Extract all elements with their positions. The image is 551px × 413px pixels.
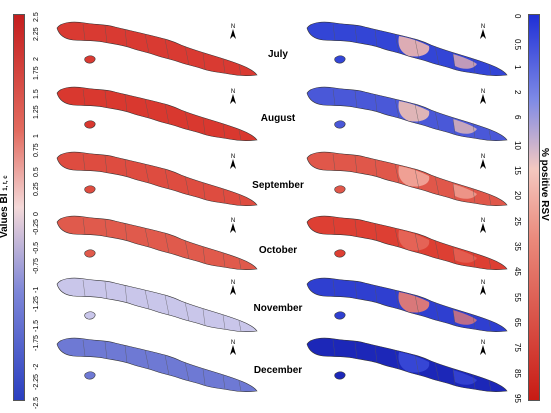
right-legend-tick: 0 — [513, 14, 522, 19]
month-label-november: November — [253, 303, 303, 314]
left-legend-tick: 1 — [33, 134, 40, 139]
left-legend-tick: 2.25 — [33, 27, 40, 42]
right-legend-tick: 10 — [513, 140, 522, 150]
left-legend-tick: 0.75 — [33, 143, 40, 158]
left-legend-tick: -1 — [33, 286, 40, 293]
svg-text:N: N — [481, 154, 485, 160]
left-legend-tick: 2 — [33, 56, 40, 61]
map-left-july — [53, 18, 259, 78]
svg-text:N: N — [481, 280, 485, 286]
svg-text:N: N — [231, 154, 235, 160]
right-legend-tick: 15 — [513, 166, 522, 175]
left-legend-title: Values BI 1, t, c — [0, 175, 10, 238]
map-right-october — [303, 212, 509, 272]
left-legend-tick: -2.25 — [33, 373, 40, 390]
left-legend-tick: -0.5 — [33, 242, 40, 255]
north-arrow-icon-left-september: N — [228, 152, 238, 172]
map-right-november — [303, 274, 509, 334]
north-arrow-icon-right-october: N — [478, 216, 488, 236]
right-legend-tick: 65 — [513, 318, 522, 327]
month-label-september: September — [252, 180, 304, 191]
right-legend-tick: 20 — [513, 191, 522, 201]
left-legend-tick: 0.5 — [33, 167, 40, 177]
map-left-november — [53, 274, 259, 334]
left-legend-tick: -1.25 — [33, 296, 40, 313]
map-left-december — [53, 334, 259, 394]
left-legend-tick: 0 — [33, 211, 40, 216]
right-legend-tick: 45 — [513, 267, 522, 277]
north-arrow-icon-right-november: N — [478, 278, 488, 298]
left-legend-tick: -2 — [33, 364, 40, 371]
map-right-september — [303, 148, 509, 208]
svg-text:N: N — [231, 280, 235, 286]
month-label-august: August — [260, 113, 296, 124]
svg-text:N: N — [231, 24, 235, 30]
north-arrow-icon-left-october: N — [228, 216, 238, 236]
month-label-december: December — [253, 365, 303, 376]
svg-text:N: N — [231, 218, 235, 224]
map-left-september — [53, 148, 259, 208]
svg-text:N: N — [231, 340, 235, 346]
north-arrow-icon-right-september: N — [478, 152, 488, 172]
map-right-december — [303, 334, 509, 394]
right-color-legend — [528, 14, 540, 401]
month-label-october: October — [258, 245, 298, 256]
right-legend-tick: 6 — [513, 115, 522, 120]
left-legend-title-main: Values BI — [0, 193, 10, 238]
right-legend-tick: 75 — [513, 343, 522, 353]
left-legend-tick: -2.5 — [33, 396, 40, 409]
map-left-october — [53, 212, 259, 272]
north-arrow-icon-left-july: N — [228, 22, 238, 42]
right-legend-tick: 55 — [513, 292, 522, 302]
right-legend-tick: 35 — [513, 242, 522, 251]
right-legend-tick: 1 — [513, 64, 522, 70]
right-legend-tick: 0.5 — [513, 39, 522, 51]
svg-text:N: N — [481, 218, 485, 224]
left-legend-tick: 0.25 — [33, 182, 40, 197]
svg-text:N: N — [481, 340, 485, 346]
left-legend-title-sub: 1, t, c — [3, 175, 9, 191]
left-legend-tick: -0.75 — [33, 257, 40, 274]
left-color-legend — [13, 14, 25, 401]
right-legend-tick: 25 — [513, 216, 522, 226]
right-legend-tick: 85 — [513, 368, 522, 378]
svg-text:N: N — [231, 89, 235, 95]
left-legend-tick: 1.5 — [33, 89, 40, 100]
north-arrow-icon-right-august: N — [478, 87, 488, 107]
map-left-august — [53, 83, 259, 143]
left-legend-tick: -1.75 — [33, 334, 40, 351]
north-arrow-icon-left-december: N — [228, 338, 238, 358]
svg-text:N: N — [481, 24, 485, 30]
north-arrow-icon-left-november: N — [228, 278, 238, 298]
map-right-july — [303, 18, 509, 78]
left-legend-tick: -0.25 — [33, 218, 40, 235]
map-right-august — [303, 83, 509, 143]
right-legend-title: % positive RSV — [539, 148, 550, 221]
left-legend-tick: 1.75 — [33, 66, 40, 81]
right-legend-tick: 95 — [513, 394, 522, 403]
left-legend-tick: 2.5 — [33, 12, 40, 22]
month-label-july: July — [267, 49, 288, 60]
north-arrow-icon-left-august: N — [228, 87, 238, 107]
north-arrow-icon-right-july: N — [478, 22, 488, 42]
svg-text:N: N — [481, 89, 485, 95]
north-arrow-icon-right-december: N — [478, 338, 488, 358]
left-legend-tick: 1.25 — [33, 105, 40, 119]
right-legend-tick: 2 — [513, 90, 522, 95]
left-legend-tick: -1.5 — [33, 319, 40, 332]
